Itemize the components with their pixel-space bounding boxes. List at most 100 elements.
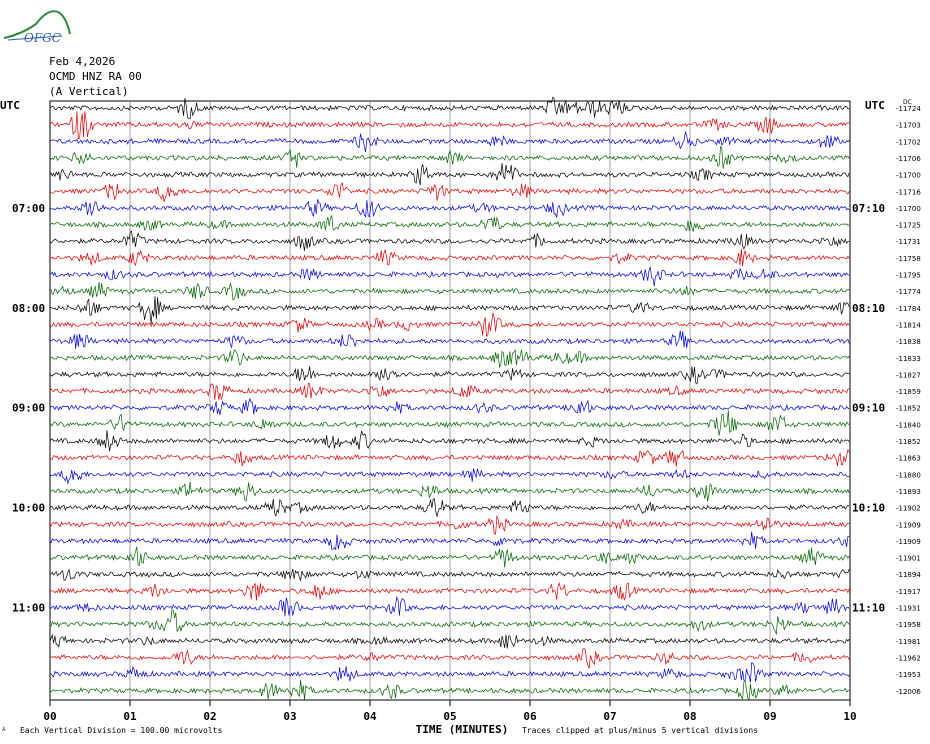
dc-offset-label: -11840: [896, 421, 921, 429]
dc-offset-label: -11814: [896, 321, 921, 329]
trace-line: [49, 595, 850, 617]
trace-line: [49, 366, 850, 384]
dc-offset-label: -11774: [896, 288, 921, 296]
x-tick-label: 09: [763, 710, 776, 723]
dc-offset-label: -11758: [896, 255, 921, 263]
x-tick-label: 01: [123, 710, 137, 723]
dc-offset-label: -11784: [896, 305, 921, 313]
dc-offset-label: -11731: [896, 238, 921, 246]
trace-line: [49, 581, 850, 601]
dc-offset-label: -11833: [896, 355, 921, 363]
dc-offset-label: -11838: [896, 338, 921, 346]
trace-line: [49, 312, 850, 337]
x-tick-label: 07: [603, 710, 616, 723]
dc-offset-label: -11700: [896, 205, 921, 213]
left-hour-label: 08:00: [12, 302, 45, 315]
dc-offset-label: -11953: [896, 671, 921, 679]
dc-offset-label: -11902: [896, 505, 921, 513]
corner-mark-icon: ⅄: [2, 726, 6, 733]
trace-line: [49, 230, 850, 251]
dc-offset-label: -11958: [896, 621, 921, 629]
x-tick-label: 05: [443, 710, 456, 723]
x-axis-title: TIME (MINUTES): [416, 723, 509, 736]
left-hour-label: 10:00: [12, 502, 45, 515]
dc-offset-label: -11863: [896, 455, 921, 463]
trace-line: [49, 130, 850, 153]
x-tick-label: 03: [283, 710, 296, 723]
trace-line: [49, 163, 850, 186]
trace-line: [49, 214, 850, 232]
right-hour-label: 08:10: [852, 302, 885, 315]
dc-offset-label: -12006: [896, 688, 921, 696]
trace-line: [49, 348, 850, 369]
trace-line: [49, 330, 850, 349]
trace-line: [49, 410, 850, 436]
dc-offset-label: -11703: [896, 122, 921, 130]
trace-line: [49, 609, 850, 636]
trace-line: [49, 430, 850, 452]
dc-offset-label: -11724: [896, 105, 921, 113]
left-hour-label: 11:00: [12, 602, 45, 615]
trace-line: [49, 296, 850, 324]
x-tick-label: 10: [843, 710, 856, 723]
trace-line: [49, 531, 850, 551]
trace-line: [49, 468, 850, 485]
dc-offset-label: -11909: [896, 521, 921, 529]
record-date: Feb 4,2026: [49, 55, 116, 68]
trace-line: [49, 679, 850, 701]
dc-offset-label: -11981: [896, 638, 921, 646]
dc-offset-label: -11931: [896, 605, 921, 613]
trace-line: [49, 145, 850, 169]
station-code: OCMD HNZ RA 00: [49, 70, 142, 83]
trace-line: [49, 515, 850, 535]
component-label: (A Vertical): [49, 85, 129, 98]
left-hour-label: 07:00: [12, 202, 45, 215]
trace-line: [49, 96, 850, 120]
trace-line: [49, 633, 850, 649]
dc-offset-label: -11716: [896, 188, 921, 196]
dc-offset-label: -11962: [896, 654, 921, 662]
dc-offset-title: DC: [903, 99, 912, 106]
right-hour-label: 07:10: [852, 202, 885, 215]
left-hour-label: 09:00: [12, 402, 45, 415]
dc-offset-label: -11893: [896, 488, 921, 496]
dc-offset-label: -11706: [896, 155, 921, 163]
trace-line: [49, 181, 850, 202]
trace-line: [49, 481, 850, 502]
x-tick-label: 06: [523, 710, 537, 723]
scale-note: Each Vertical Division = 100.00 microvol…: [20, 726, 223, 735]
dc-offset-label: -11880: [896, 471, 921, 479]
right-hour-label: 11:10: [852, 602, 885, 615]
clip-note: Traces clipped at plus/minus 5 vertical …: [522, 726, 759, 735]
logo-text: OFGC: [24, 31, 61, 44]
x-tick-label: 04: [363, 710, 377, 723]
x-tick-label: 08: [683, 710, 696, 723]
dc-offset-label: -11827: [896, 371, 921, 379]
trace-line: [49, 382, 850, 401]
trace-line: [49, 281, 850, 301]
dc-offset-label: -11909: [896, 538, 921, 546]
right-hour-label: 09:10: [852, 402, 885, 415]
trace-line: [49, 111, 850, 140]
dc-offset-label: -11702: [896, 138, 921, 146]
trace-line: [49, 248, 850, 267]
dc-offset-label: -11700: [896, 172, 921, 180]
trace-line: [49, 498, 850, 517]
trace-line: [49, 397, 850, 416]
x-tick-label: 02: [203, 710, 216, 723]
trace-line: [49, 647, 850, 670]
dc-offset-label: -11852: [896, 438, 921, 446]
dc-offset-label: -11725: [896, 222, 921, 230]
trace-line: [49, 199, 850, 218]
trace-line: [49, 546, 850, 568]
left-axis-title: UTC: [0, 99, 20, 112]
dc-offset-label: -11917: [896, 588, 921, 596]
trace-line: [49, 266, 850, 287]
dc-offset-label: -11859: [896, 388, 921, 396]
right-axis-title: UTC: [865, 99, 885, 112]
dc-offset-label: -11852: [896, 405, 921, 413]
dc-offset-label: -11795: [896, 272, 921, 280]
trace-line: [49, 448, 850, 467]
trace-line: [49, 568, 850, 582]
